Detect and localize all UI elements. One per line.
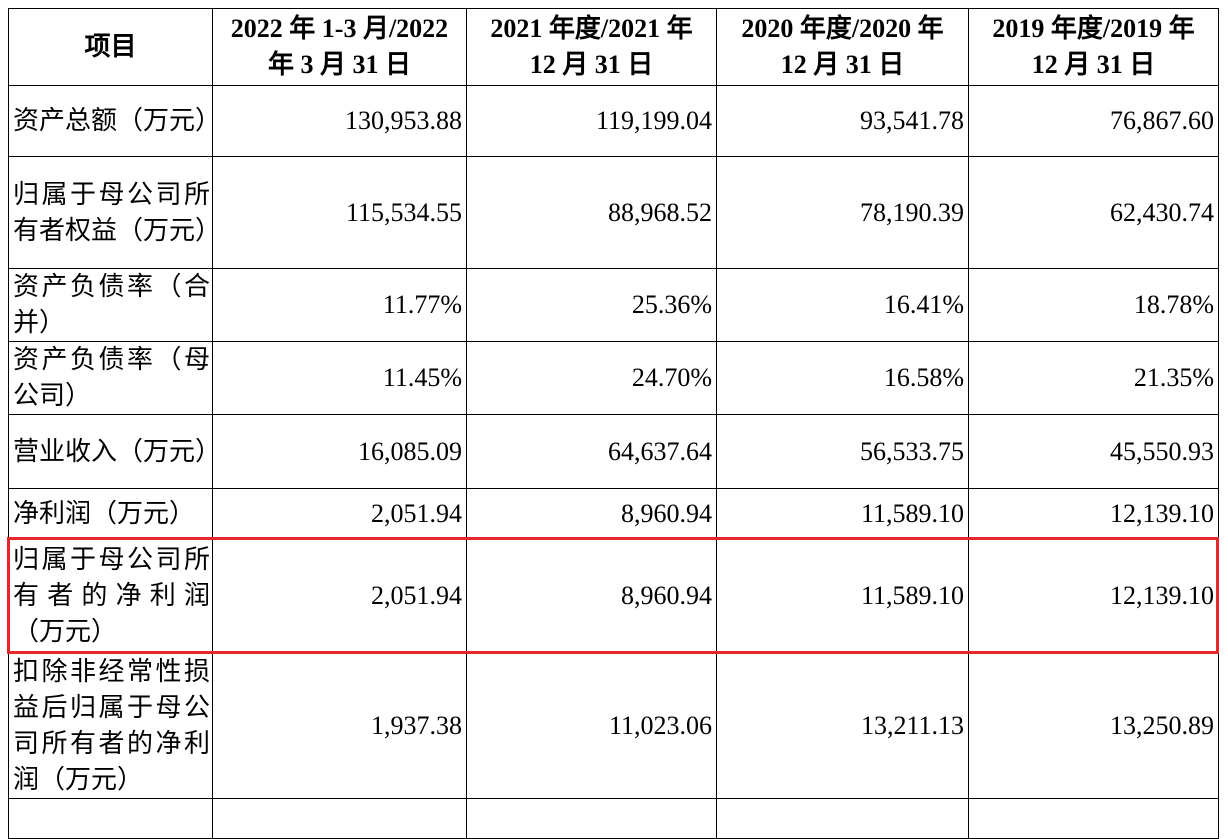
- header-line: 12 月 31 日: [780, 50, 905, 79]
- header-line: 2021 年度/2021 年: [490, 14, 693, 43]
- row-label: 扣除非经常性损益后归属于母公司所有者的净利润（万元）: [8, 653, 213, 799]
- empty-cell: [968, 798, 1219, 839]
- row-label: 归属于母公司所有者的净利润（万元）: [8, 538, 213, 654]
- page: 项目 2022 年 1-3 月/2022 年 3 月 31 日 2021 年度/202…: [7, 8, 1219, 839]
- cell-value: 24.70%: [466, 341, 717, 415]
- table-row: 净利润（万元） 2,051.94 8,960.94 11,589.10 12,139.1…: [8, 488, 1219, 539]
- header-line: 12 月 31 日: [1031, 50, 1156, 79]
- cell-value: 11.45%: [212, 341, 467, 415]
- cell-value: 115,534.55: [212, 156, 467, 269]
- cell-value: 64,637.64: [466, 414, 717, 489]
- cell-value: 88,968.52: [466, 156, 717, 269]
- header-line: 2022 年 1-3 月/2022: [230, 14, 449, 43]
- cell-value: 18.78%: [968, 268, 1219, 342]
- cell-value: 16,085.09: [212, 414, 467, 489]
- table-row: 归属于母公司所有者的净利润（万元） 2,051.94 8,960.94 11,589.…: [8, 538, 1219, 654]
- table-row: 资产负债率（合并） 11.77% 25.36% 16.41% 18.78%: [8, 268, 1219, 342]
- cell-value: 1,937.38: [212, 653, 467, 799]
- cell-value: 13,250.89: [968, 653, 1219, 799]
- header-line: 2020 年度/2020 年: [741, 14, 944, 43]
- table-row: 归属于母公司所有者权益（万元） 115,534.55 88,968.52 78,190…: [8, 156, 1219, 269]
- cell-value: 78,190.39: [716, 156, 969, 269]
- cell-value: 21.35%: [968, 341, 1219, 415]
- cell-value: 56,533.75: [716, 414, 969, 489]
- header-line: 项目: [84, 32, 137, 61]
- empty-cell: [466, 798, 717, 839]
- cell-value: 2,051.94: [212, 488, 467, 539]
- row-label: 净利润（万元）: [8, 488, 213, 539]
- cell-value: 76,867.60: [968, 85, 1219, 157]
- cell-value: 11,589.10: [716, 488, 969, 539]
- empty-cell: [8, 798, 213, 839]
- data-table: 项目 2022 年 1-3 月/2022 年 3 月 31 日 2021 年度/202…: [8, 8, 1219, 839]
- header-cell: 2019 年度/2019 年 12 月 31 日: [968, 8, 1219, 86]
- cell-value: 8,960.94: [466, 488, 717, 539]
- header-row: 项目 2022 年 1-3 月/2022 年 3 月 31 日 2021 年度/202…: [8, 8, 1219, 86]
- row-label: 资产负债率（母公司）: [8, 341, 213, 415]
- cell-value: 13,211.13: [716, 653, 969, 799]
- header-line: 2019 年度/2019 年: [992, 14, 1195, 43]
- cell-value: 93,541.78: [716, 85, 969, 157]
- table-row: 资产负债率（母公司） 11.45% 24.70% 16.58% 21.35%: [8, 341, 1219, 415]
- table-row: 扣除非经常性损益后归属于母公司所有者的净利润（万元） 1,937.38 11,023…: [8, 653, 1219, 799]
- cell-value: 12,139.10: [968, 488, 1219, 539]
- header-cell: 项目: [8, 8, 213, 86]
- header-line: 年 3 月 31 日: [267, 50, 411, 79]
- header-cell: 2020 年度/2020 年 12 月 31 日: [716, 8, 969, 86]
- cell-value: 16.58%: [716, 341, 969, 415]
- cell-value: 45,550.93: [968, 414, 1219, 489]
- header-line: 12 月 31 日: [529, 50, 654, 79]
- header-cell: 2021 年度/2021 年 12 月 31 日: [466, 8, 717, 86]
- table-row: 资产总额（万元） 130,953.88 119,199.04 93,541.78 76,…: [8, 85, 1219, 157]
- cell-value: 12,139.10: [968, 538, 1219, 654]
- table-row: 营业收入（万元） 16,085.09 64,637.64 56,533.75 45,55…: [8, 414, 1219, 489]
- row-label: 资产负债率（合并）: [8, 268, 213, 342]
- header-cell: 2022 年 1-3 月/2022 年 3 月 31 日: [212, 8, 467, 86]
- cell-value: 11.77%: [212, 268, 467, 342]
- table-row: [8, 798, 1219, 839]
- row-label: 营业收入（万元）: [8, 414, 221, 489]
- empty-cell: [212, 798, 467, 839]
- cell-value: 25.36%: [466, 268, 717, 342]
- cell-value: 130,953.88: [212, 85, 467, 157]
- row-label: 归属于母公司所有者权益（万元）: [8, 156, 221, 269]
- cell-value: 119,199.04: [466, 85, 717, 157]
- highlight-box: [7, 537, 1219, 654]
- empty-cell: [716, 798, 969, 839]
- cell-value: 8,960.94: [466, 538, 717, 654]
- cell-value: 62,430.74: [968, 156, 1219, 269]
- cell-value: 16.41%: [716, 268, 969, 342]
- cell-value: 11,023.06: [466, 653, 717, 799]
- row-label: 资产总额（万元）: [8, 85, 221, 157]
